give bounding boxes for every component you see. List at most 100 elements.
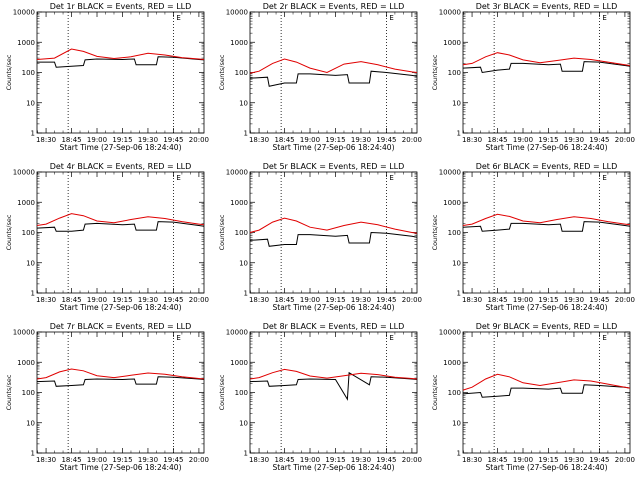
marker-label: E	[389, 334, 393, 342]
y-axis-label: Counts/sec	[431, 214, 439, 250]
chart-title: Det 2r BLACK = Events, RED = LLD	[263, 2, 405, 11]
x-tick-label: 20:00	[615, 136, 635, 144]
events-line	[462, 384, 631, 398]
events-line	[462, 61, 631, 74]
y-tick-label: 100	[235, 69, 248, 77]
chart-title: Det 3r BLACK = Events, RED = LLD	[476, 2, 618, 11]
x-tick-label: 19:30	[564, 136, 584, 144]
x-tick-label: 19:45	[589, 456, 609, 464]
y-tick-label: 1000	[443, 359, 461, 367]
x-tick-label: 19:15	[112, 136, 132, 144]
y-tick-label: 1000	[230, 199, 248, 207]
y-axis-label: Counts/sec	[5, 374, 13, 410]
x-tick-label: 20:00	[189, 456, 209, 464]
y-tick-label: 10000	[13, 329, 35, 337]
marker-label: E	[176, 334, 180, 342]
x-tick-label: 18:30	[462, 296, 482, 304]
y-tick-label: 10000	[13, 169, 35, 177]
x-tick-label: 19:00	[513, 456, 533, 464]
y-axis-label: Counts/sec	[431, 374, 439, 410]
y-tick-label: 1	[244, 130, 248, 138]
events-line	[37, 56, 205, 68]
x-tick-label: 19:00	[300, 136, 320, 144]
y-tick-label: 10000	[439, 329, 461, 337]
marker-label: E	[176, 14, 180, 22]
x-tick-label: 19:15	[112, 296, 132, 304]
x-tick-label: 20:00	[402, 456, 422, 464]
events-line	[249, 231, 418, 247]
lld-line	[462, 373, 631, 391]
plot-frame	[249, 331, 418, 454]
y-tick-label: 1000	[443, 39, 461, 47]
plot-frame	[462, 171, 631, 294]
plot-panel: Det 1r BLACK = Events, RED = LLD 1 10 100 10…	[5, 2, 209, 152]
x-axis-label: Start Time (27-Sep-06 18:24:40)	[486, 143, 608, 152]
x-tick-label: 19:00	[513, 296, 533, 304]
x-tick-label: 19:30	[138, 456, 158, 464]
x-tick-label: 19:45	[163, 136, 183, 144]
y-tick-label: 1	[457, 450, 461, 458]
lld-line	[36, 213, 205, 226]
y-tick-label: 100	[448, 229, 461, 237]
y-tick-label: 100	[448, 69, 461, 77]
y-tick-label: 10000	[226, 169, 248, 177]
y-tick-label: 1000	[17, 199, 35, 207]
x-tick-label: 19:00	[87, 456, 107, 464]
lld-line	[36, 48, 205, 60]
marker-label: E	[602, 174, 606, 182]
x-tick-label: 19:15	[325, 456, 345, 464]
x-tick-label: 18:45	[61, 456, 81, 464]
y-tick-label: 1000	[17, 39, 35, 47]
plot-frame	[36, 11, 205, 134]
plot-frame	[462, 331, 631, 454]
marker-label: E	[602, 14, 606, 22]
y-tick-label: 1	[31, 130, 35, 138]
y-tick-label: 10	[26, 419, 35, 427]
x-tick-label: 18:45	[274, 296, 294, 304]
plot-frame	[462, 11, 631, 134]
y-tick-label: 10000	[226, 9, 248, 17]
y-tick-label: 10000	[439, 9, 461, 17]
x-tick-label: 20:00	[189, 296, 209, 304]
x-axis-label: Start Time (27-Sep-06 18:24:40)	[273, 463, 395, 472]
marker-label: E	[389, 14, 393, 22]
plot-panel: Det 3r BLACK = Events, RED = LLD 1 10 100 10…	[431, 2, 635, 152]
x-tick-label: 18:45	[487, 456, 507, 464]
y-tick-label: 10	[26, 259, 35, 267]
chart-title: Det 7r BLACK = Events, RED = LLD	[50, 322, 192, 331]
x-tick-label: 18:45	[61, 136, 81, 144]
plot-frame	[249, 171, 418, 294]
x-tick-label: 18:45	[61, 296, 81, 304]
events-line	[462, 221, 631, 232]
chart-title: Det 8r BLACK = Events, RED = LLD	[263, 322, 405, 331]
y-tick-label: 100	[235, 229, 248, 237]
y-tick-label: 1	[457, 130, 461, 138]
lld-line	[249, 217, 418, 234]
x-axis-label: Start Time (27-Sep-06 18:24:40)	[60, 303, 182, 312]
x-tick-label: 19:45	[163, 456, 183, 464]
y-axis-label: Counts/sec	[218, 374, 226, 410]
x-tick-label: 19:45	[589, 136, 609, 144]
lld-line	[462, 213, 631, 226]
plot-panel: Det 4r BLACK = Events, RED = LLD 1 10 100 10…	[5, 162, 209, 312]
x-tick-label: 19:00	[87, 296, 107, 304]
y-tick-label: 10	[239, 419, 248, 427]
marker-label: E	[176, 174, 180, 182]
x-tick-label: 19:30	[351, 136, 371, 144]
y-tick-label: 1	[244, 450, 248, 458]
x-tick-label: 18:30	[249, 136, 269, 144]
y-tick-label: 100	[22, 389, 35, 397]
x-tick-label: 18:45	[274, 456, 294, 464]
x-tick-label: 20:00	[402, 136, 422, 144]
events-line	[36, 376, 205, 387]
marker-label: E	[602, 334, 606, 342]
plot-panel: Det 6r BLACK = Events, RED = LLD 1 10 100 10…	[431, 162, 635, 312]
x-tick-label: 18:30	[249, 296, 269, 304]
y-tick-label: 1	[31, 450, 35, 458]
plot-panel: Det 2r BLACK = Events, RED = LLD 1 10 100 10…	[218, 2, 422, 152]
y-tick-label: 10000	[226, 329, 248, 337]
x-tick-label: 19:15	[538, 456, 558, 464]
x-tick-label: 19:30	[564, 296, 584, 304]
y-tick-label: 1000	[17, 359, 35, 367]
